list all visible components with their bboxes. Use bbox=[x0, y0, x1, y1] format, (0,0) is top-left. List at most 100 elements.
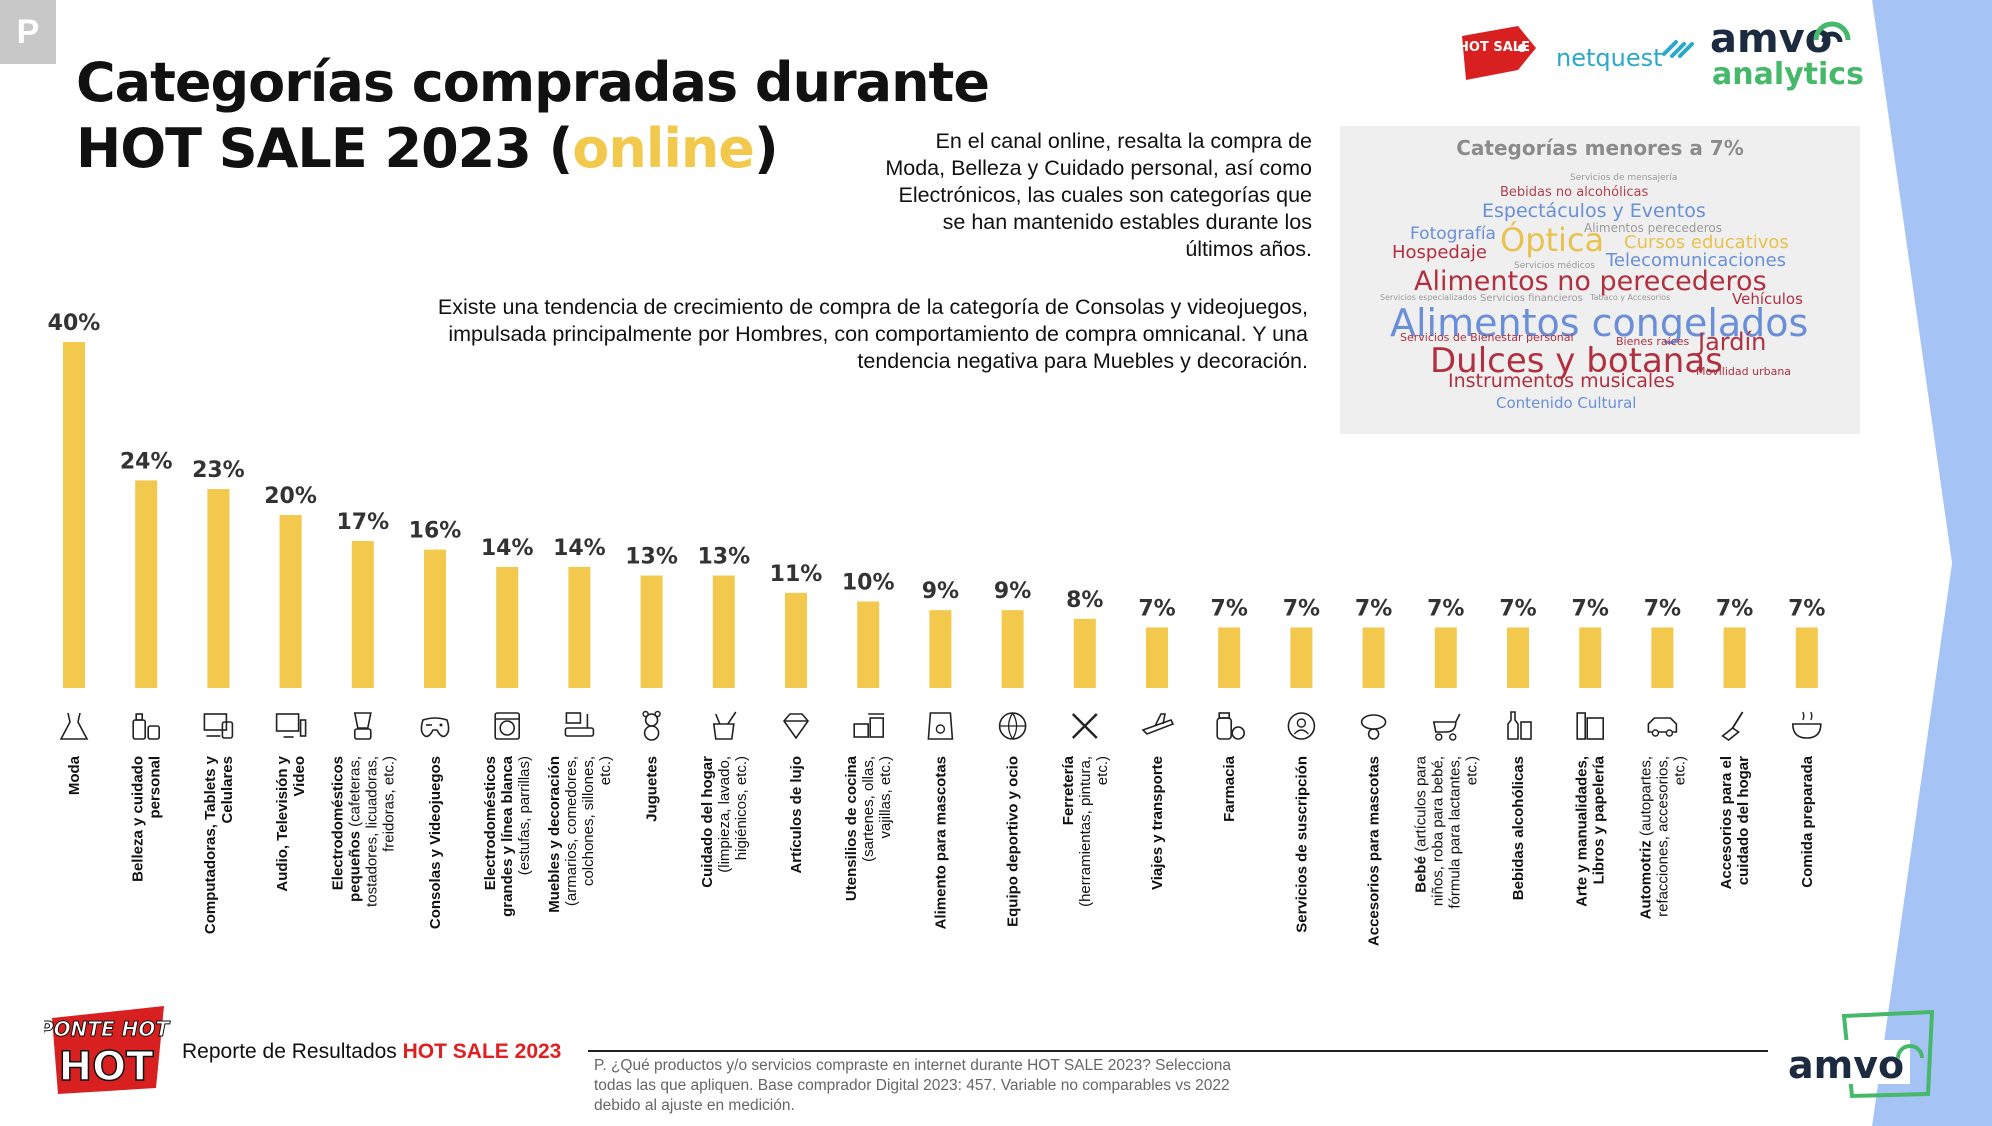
bar bbox=[1507, 627, 1529, 688]
word-cloud-word: Alimentos perecederos bbox=[1584, 221, 1722, 235]
bottles-icon bbox=[1507, 711, 1532, 740]
word-cloud-word: Jardín bbox=[1698, 328, 1767, 356]
pet-collar-icon bbox=[1360, 714, 1387, 740]
category-label: Viajes y transporte bbox=[1149, 756, 1166, 890]
data-label: 7% bbox=[1716, 596, 1753, 621]
category-label: Comida preparada bbox=[1799, 755, 1816, 887]
word-cloud-word: Bebidas no alcohólicas bbox=[1500, 185, 1649, 200]
data-label: 7% bbox=[1788, 596, 1825, 621]
diamond-icon bbox=[782, 713, 810, 740]
title-highlight: online bbox=[572, 117, 755, 180]
ponte-hot-text: PONTE HOT bbox=[44, 1017, 170, 1041]
broom-icon bbox=[1721, 711, 1744, 741]
bar bbox=[1290, 627, 1313, 688]
bar bbox=[279, 515, 302, 688]
title-line1: Categorías compradas durante bbox=[76, 51, 990, 114]
amvo-footer-text: amvo bbox=[1788, 1043, 1904, 1087]
category-label: Belleza y cuidadopersonal bbox=[130, 756, 164, 882]
bar bbox=[1434, 627, 1457, 688]
teddy-bear-icon bbox=[642, 710, 661, 741]
ponte-hot-logo: PONTE HOT HOT bbox=[44, 1006, 171, 1094]
data-label: 11% bbox=[770, 562, 823, 587]
data-label: 7% bbox=[1211, 596, 1248, 621]
word-cloud-word: Óptica bbox=[1500, 221, 1605, 259]
data-label: 8% bbox=[1066, 588, 1103, 613]
word-cloud-word: Espectáculos y Eventos bbox=[1482, 200, 1706, 222]
bar bbox=[1723, 627, 1746, 688]
stationery-icon bbox=[1576, 712, 1604, 740]
data-label: 17% bbox=[336, 510, 389, 535]
data-label: 40% bbox=[48, 311, 101, 336]
subscription-icon bbox=[1287, 712, 1316, 740]
data-label: 7% bbox=[1355, 596, 1392, 621]
category-label: Bebidas alcohólicas bbox=[1510, 756, 1527, 900]
pharmacy-icon bbox=[1216, 712, 1245, 740]
amvo-signal-icon bbox=[1813, 21, 1851, 43]
category-label: Bebé (artículos paraniños, roba para beb… bbox=[1412, 755, 1480, 908]
word-cloud-word: Bienes raíces bbox=[1616, 335, 1690, 348]
bar bbox=[1146, 627, 1168, 688]
data-label: 7% bbox=[1499, 596, 1536, 621]
side-arrow-decoration bbox=[1852, 0, 1992, 1126]
data-label: 23% bbox=[192, 458, 245, 483]
word-cloud-word: Alimentos congelados bbox=[1390, 301, 1809, 345]
car-icon bbox=[1647, 717, 1678, 737]
data-label: 13% bbox=[697, 545, 750, 570]
category-label: Accesorios para mascotas bbox=[1366, 756, 1383, 946]
bar bbox=[1362, 627, 1385, 688]
data-label: 7% bbox=[1138, 596, 1175, 621]
category-label: Juguetes bbox=[644, 756, 661, 822]
bar bbox=[1218, 627, 1241, 688]
category-label: Equipo deportivo y ocio bbox=[1005, 756, 1022, 927]
footer-report-text: Reporte de Resultados bbox=[182, 1040, 403, 1063]
word-cloud-word: Servicios de mensajería bbox=[1570, 173, 1678, 183]
category-label: Electrodomésticospequeños (cafeteras,tos… bbox=[329, 756, 397, 907]
airplane-icon bbox=[1141, 713, 1175, 735]
hotsale-logo-text: HOT SALE bbox=[1458, 40, 1530, 55]
category-label: Automotriz (autopartes,refacciones, acce… bbox=[1637, 756, 1688, 919]
data-label: 14% bbox=[553, 536, 606, 561]
bowl-icon bbox=[1791, 711, 1822, 739]
data-label: 13% bbox=[625, 545, 678, 570]
bar bbox=[785, 592, 807, 688]
data-label: 7% bbox=[1572, 596, 1609, 621]
word-cloud-word: Instrumentos musicales bbox=[1448, 370, 1675, 392]
data-label: 10% bbox=[842, 571, 895, 596]
bar bbox=[424, 549, 446, 688]
category-label: Utensilios de cocina(sartenes, ollas,vaj… bbox=[843, 755, 894, 901]
category-label: Audio, Televisión yVideo bbox=[274, 755, 308, 891]
footer-divider bbox=[588, 1050, 1768, 1052]
word-cloud-word: Contenido Cultural bbox=[1496, 394, 1637, 412]
devices-icon bbox=[203, 713, 234, 739]
word-cloud-panel: Categorías menores a 7% Servicios de men… bbox=[1340, 126, 1860, 434]
word-cloud-word: Vehículos bbox=[1732, 290, 1803, 308]
amvo-analytics-logo: analytics bbox=[1712, 57, 1864, 92]
netquest-logo: netquest bbox=[1556, 44, 1663, 72]
bar-chart: 40% Moda 24% Belleza y cuidadopersonal 23% Co… bbox=[48, 311, 1826, 946]
bar bbox=[857, 601, 880, 688]
data-label: 7% bbox=[1427, 596, 1464, 621]
data-label: 20% bbox=[264, 484, 317, 509]
blender-icon bbox=[353, 712, 372, 740]
category-label: Muebles y decoración(armarios, comedores… bbox=[546, 756, 614, 913]
category-label: Arte y manualidades,Libros y papelería bbox=[1574, 755, 1608, 907]
word-cloud-word: Telecomunicaciones bbox=[1606, 250, 1787, 271]
data-label: 9% bbox=[994, 579, 1031, 604]
bar bbox=[1579, 627, 1602, 688]
word-cloud-word: Servicios especializados bbox=[1380, 293, 1477, 302]
insight-paragraph-1: En el canal online, resalta la compra de… bbox=[885, 129, 1312, 261]
word-cloud-word: Cursos educativos bbox=[1624, 232, 1789, 253]
category-label: Servicios de suscripción bbox=[1293, 756, 1310, 933]
word-cloud-word: Alimentos no perecederos bbox=[1414, 266, 1767, 297]
category-label: Consolas y Videojuegos bbox=[427, 756, 444, 929]
bar bbox=[1001, 610, 1024, 688]
bar bbox=[496, 566, 519, 688]
netquest-mark-icon bbox=[1662, 40, 1694, 58]
cleaning-icon bbox=[712, 711, 737, 740]
bar bbox=[351, 540, 374, 688]
bar bbox=[1073, 618, 1096, 688]
data-label: 7% bbox=[1644, 596, 1681, 621]
data-label: 24% bbox=[120, 449, 173, 474]
beauty-products-icon bbox=[132, 713, 160, 740]
category-label: Artículos de lujo bbox=[788, 756, 805, 874]
